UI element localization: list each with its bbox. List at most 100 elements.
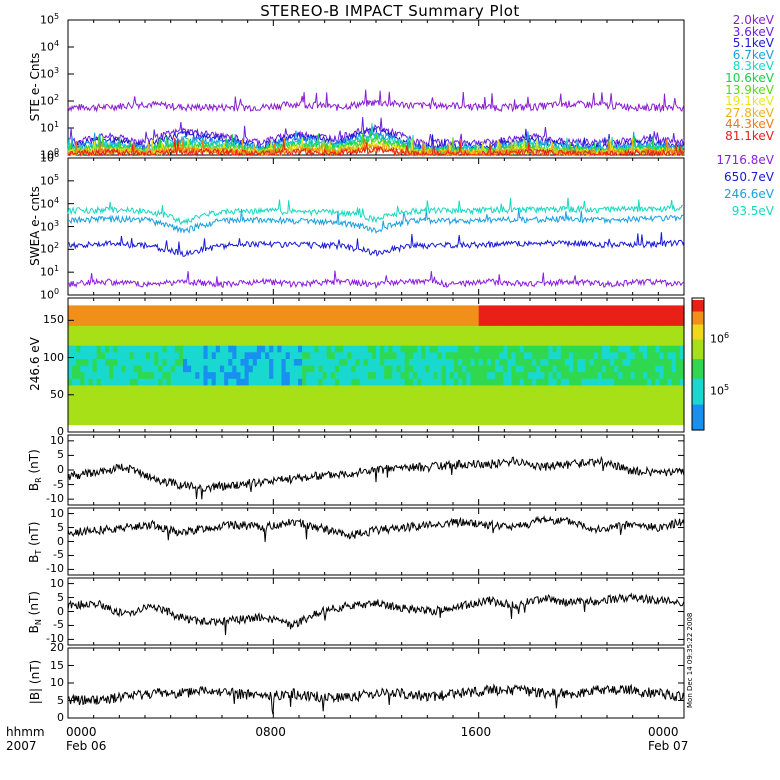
pitch-heat-cell [199,318,205,326]
pitch-heat-cell [380,331,385,340]
pitch-heat-cell [199,305,205,313]
pitch-heat-cell [244,338,250,346]
pitch-heat-cell [474,411,480,419]
pitch-heat-cell [606,351,611,359]
pitch-heat-cell [363,338,369,346]
pitch-heat-cell [478,378,484,386]
pitch-heat-cell [252,417,258,426]
pitch-heat-cell [392,331,398,340]
pitch-heat-cell [330,318,336,326]
pitch-heat-cell [449,318,455,326]
pitch-heat-cell [232,318,237,326]
pitch-heat-cell [540,318,545,326]
pitch-heat-cell [527,398,533,406]
pitch-heat-cell [125,351,131,359]
pitch-heat-cell [141,378,147,386]
colorbar-cell [692,336,704,340]
pitch-heat-cell [396,351,402,359]
pitch-heat-cell [495,411,500,419]
pitch-heat-cell [273,417,278,426]
pitch-heat-cell [88,378,94,386]
pitch-heat-cell [601,351,607,359]
pitch-heat-cell [564,398,570,406]
pitch-heat-cell [478,358,484,366]
pitch-heat-cell [659,398,665,406]
pitch-heat-cell [133,331,139,340]
pitch-heat-cell [125,318,131,326]
pitch-heat-cell [425,358,430,366]
pitch-heat-cell [429,378,435,386]
pitch-heat-cell [191,351,196,359]
pitch-heat-cell [478,331,484,340]
pitch-heat-cell [573,411,578,419]
pitch-heat-cell [174,358,180,366]
pitch-heat-cell [589,365,595,373]
bmag-ytick-label: 0 [57,711,64,724]
pitch-heat-cell [548,384,554,393]
pitch-heat-cell [523,411,529,419]
pitch-heat-cell [392,345,398,353]
pitch-heat-cell [564,345,570,353]
pitch-heat-cell [404,404,410,412]
pitch-heat-cell [380,351,385,359]
pitch-heat-cell [482,384,488,393]
pitch-heat-cell [277,312,283,320]
pitch-heat-cell [306,325,311,333]
pitch-heat-cell [388,404,393,412]
pitch-heat-cell [634,312,640,320]
pitch-heat-cell [679,318,685,326]
pitch-heat-cell [679,325,685,333]
pitch-heat-cell [158,351,163,359]
pitch-heat-cell [519,411,525,419]
pitch-heat-cell [289,351,295,359]
pitch-heat-cell [351,378,357,386]
pitch-heat-cell [482,305,488,313]
pitch-heat-cell [523,384,529,393]
pitch-heat-cell [100,384,106,393]
colorbar-cell [692,419,704,422]
pitch-heat-cell [105,331,110,340]
pitch-heat-cell [109,305,114,313]
pitch-heat-cell [72,325,77,333]
pitch-heat-cell [355,338,361,346]
pitch-heat-cell [642,358,648,366]
pitch-heat-cell [105,351,110,359]
colorbar-cell [692,347,704,351]
pitch-heat-cell [359,404,365,412]
pitch-heat-cell [675,371,681,379]
pitch-heat-cell [630,305,636,313]
pitch-heat-cell [671,391,677,399]
pitch-heat-cell [585,345,591,353]
pitch-heat-cell [408,312,414,320]
pitch-heat-cell [265,411,270,419]
pitch-heat-cell [417,331,422,340]
pitch-heat-cell [339,358,344,366]
pitch-heat-cell [261,371,266,379]
pitch-heat-cell [552,365,558,373]
pitch-heat-cell [466,365,471,373]
pitch-heat-cell [322,325,328,333]
pitch-heat-cell [380,398,385,406]
pitch-heat-cell [121,411,127,419]
pitch-heat-cell [495,365,500,373]
pitch-heat-cell [351,371,357,379]
pitch-heat-cell [445,391,451,399]
pitch-heat-cell [252,318,258,326]
pitch-heat-cell [515,338,521,346]
pitch-heat-cell [343,312,348,320]
pitch-heat-cell [679,358,685,366]
pitch-heat-cell [203,378,209,386]
pitch-heat-cell [449,345,455,353]
pitch-heat-cell [137,325,143,333]
pitch-heat-cell [659,345,665,353]
pitch-heat-cell [581,371,586,379]
pitch-heat-cell [585,391,591,399]
pitch-heat-cell [330,417,336,426]
pitch-heat-cell [125,378,131,386]
pitch-heat-cell [158,305,163,313]
pitch-heat-cell [113,312,118,320]
pitch-heat-cell [560,325,566,333]
pitch-heat-cell [523,391,529,399]
pitch-heat-cell [511,411,517,419]
